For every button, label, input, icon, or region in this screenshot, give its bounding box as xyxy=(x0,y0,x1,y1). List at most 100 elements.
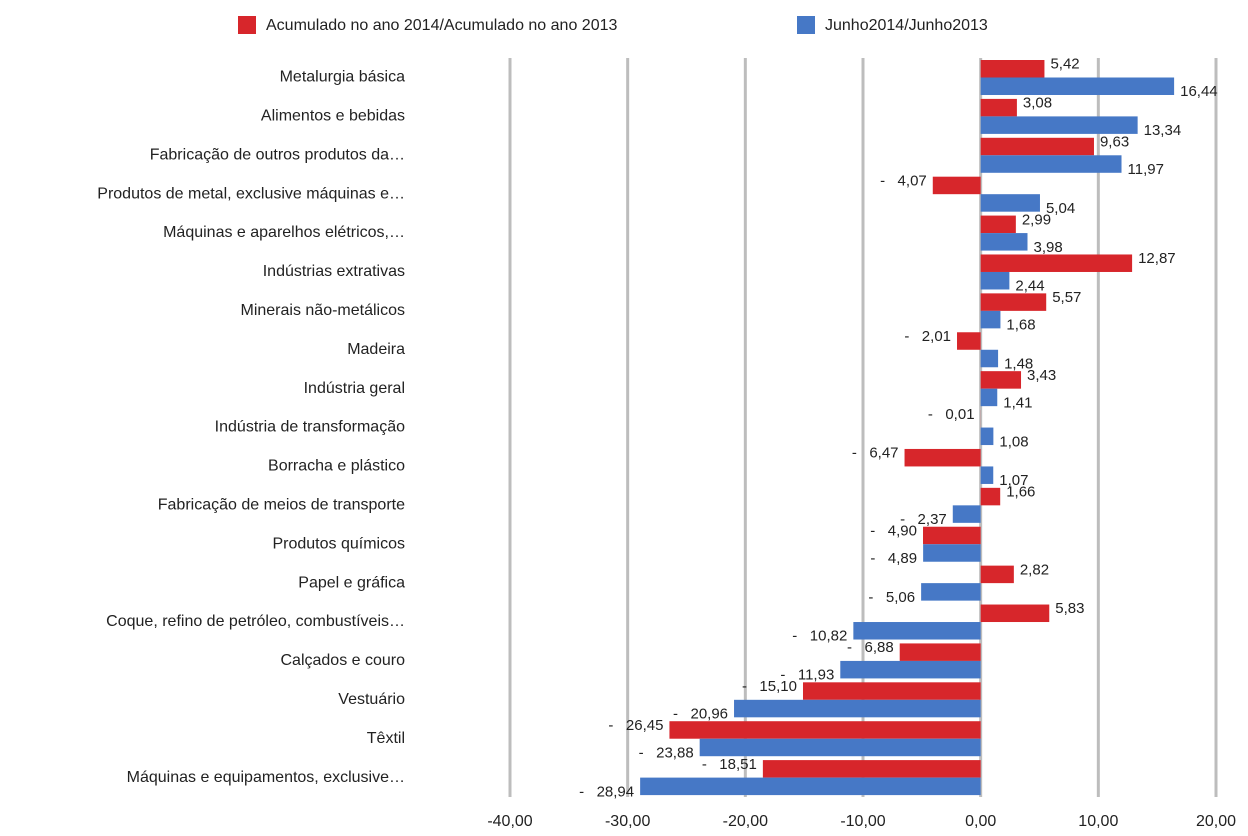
category-label: Indústria de transformação xyxy=(215,419,405,436)
bar xyxy=(980,254,1133,272)
bar xyxy=(932,176,981,195)
value-label: - 2,37 xyxy=(900,511,947,528)
bar xyxy=(980,271,1010,290)
value-label: 3,08 xyxy=(1023,95,1052,112)
bar xyxy=(980,565,1014,584)
category-label: Borracha e plástico xyxy=(268,458,405,475)
value-label: 11,97 xyxy=(1128,161,1164,178)
value-label: 3,98 xyxy=(1033,239,1062,256)
value-label: - 20,96 xyxy=(673,706,728,723)
value-label: - 23,88 xyxy=(639,744,694,761)
legend-label: Junho2014/Junho2013 xyxy=(825,17,988,34)
category-label: Indústria geral xyxy=(304,380,405,397)
category-label: Calçados e couro xyxy=(280,652,405,669)
category-label: Fabricação de outros produtos da… xyxy=(150,146,405,163)
bar xyxy=(980,427,994,446)
category-label: Produtos de metal, exclusive máquinas e… xyxy=(97,185,405,202)
bar xyxy=(840,660,981,679)
value-label: 5,57 xyxy=(1052,289,1081,306)
bar xyxy=(980,155,1122,173)
value-label: - 11,93 xyxy=(780,667,834,684)
value-label: - 10,82 xyxy=(792,628,847,645)
category-label: Máquinas e equipamentos, exclusive… xyxy=(127,769,405,786)
value-label: 1,68 xyxy=(1006,317,1035,334)
value-label: 3,43 xyxy=(1027,367,1056,384)
value-label: 1,66 xyxy=(1006,484,1035,501)
bar xyxy=(699,738,981,757)
bar xyxy=(980,60,1045,78)
value-label: - 6,88 xyxy=(847,639,894,656)
category-label: Metalurgia básica xyxy=(280,69,406,86)
value-label: 1,48 xyxy=(1004,355,1033,372)
x-tick-label: -10,00 xyxy=(840,813,885,830)
value-label: - 2,01 xyxy=(904,328,951,345)
bar xyxy=(980,194,1040,212)
category-label: Coque, refino de petróleo, combustíveis… xyxy=(106,613,405,630)
value-label: - 15,10 xyxy=(742,678,797,695)
bar xyxy=(980,233,1028,251)
category-label: Indústrias extrativas xyxy=(263,263,405,280)
value-label: - 4,89 xyxy=(870,550,917,567)
bar xyxy=(980,98,1017,117)
x-tick-label: 0,00 xyxy=(965,813,996,830)
value-label: 1,07 xyxy=(999,472,1028,489)
category-label: Máquinas e aparelhos elétricos,… xyxy=(163,224,405,241)
value-label: 1,41 xyxy=(1003,394,1032,411)
category-label: Minerais não-metálicos xyxy=(240,302,405,319)
category-label: Madeira xyxy=(347,341,405,358)
category-label: Têxtil xyxy=(367,730,405,747)
category-label: Alimentos e bebidas xyxy=(261,108,405,125)
bar xyxy=(980,487,1001,506)
value-label: - 26,45 xyxy=(608,717,663,734)
value-label: - 5,06 xyxy=(868,589,915,606)
bar xyxy=(980,466,994,484)
value-label: 5,42 xyxy=(1050,56,1079,73)
value-label: - 0,01 xyxy=(928,406,975,423)
bar xyxy=(802,682,981,700)
value-label: 2,82 xyxy=(1020,561,1049,578)
bar xyxy=(980,349,999,368)
bar xyxy=(734,699,981,718)
category-label: Vestuário xyxy=(338,691,405,708)
bar xyxy=(980,310,1001,329)
x-tick-label: -30,00 xyxy=(605,813,650,830)
value-label: 12,87 xyxy=(1138,250,1176,267)
bar xyxy=(640,777,981,796)
bar xyxy=(980,137,1094,156)
bar xyxy=(853,622,981,640)
bar xyxy=(980,293,1047,311)
category-label: Fabricação de meios de transporte xyxy=(158,497,405,514)
bar xyxy=(899,643,981,661)
value-label: 2,44 xyxy=(1015,278,1044,295)
x-tick-label: 10,00 xyxy=(1078,813,1118,830)
value-label: - 18,51 xyxy=(702,756,757,773)
bar xyxy=(980,388,998,407)
bar xyxy=(921,583,981,601)
value-label: - 6,47 xyxy=(852,445,899,462)
value-label: 13,34 xyxy=(1144,122,1182,139)
bar xyxy=(904,448,981,467)
value-label: 9,63 xyxy=(1100,134,1129,151)
value-label: 16,44 xyxy=(1180,83,1218,100)
bar xyxy=(980,371,1022,389)
x-tick-label: -20,00 xyxy=(723,813,768,830)
value-label: - 4,90 xyxy=(870,522,917,539)
bar xyxy=(957,332,981,350)
category-label: Produtos químicos xyxy=(272,535,405,552)
bar xyxy=(980,604,1050,623)
bar xyxy=(923,526,981,545)
value-label: - 4,07 xyxy=(880,172,927,189)
value-label: - 28,94 xyxy=(579,783,634,800)
bar xyxy=(762,760,981,778)
value-label: 1,08 xyxy=(999,433,1028,450)
legend-swatch xyxy=(238,16,256,34)
value-label: 5,04 xyxy=(1046,200,1075,217)
legend-label: Acumulado no ano 2014/Acumulado no ano 2… xyxy=(266,17,617,34)
x-tick-label: 20,00 xyxy=(1196,813,1236,830)
x-tick-label: -40,00 xyxy=(487,813,532,830)
bar xyxy=(980,215,1016,234)
bar xyxy=(923,544,981,562)
legend-swatch xyxy=(797,16,815,34)
bar xyxy=(980,116,1138,134)
